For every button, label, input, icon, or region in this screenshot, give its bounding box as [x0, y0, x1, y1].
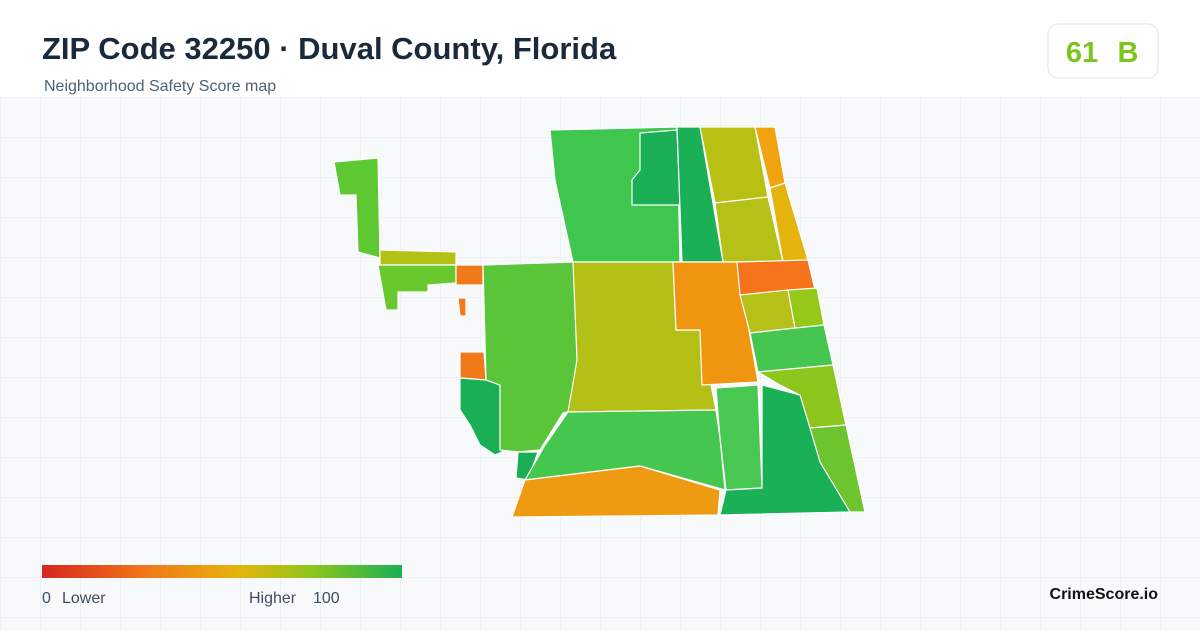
legend-max: 100 [313, 590, 340, 607]
zone [749, 324, 834, 373]
zone [379, 249, 457, 266]
zones [333, 126, 866, 518]
zone [511, 465, 721, 518]
zone [333, 157, 381, 259]
zone [455, 264, 484, 286]
score-grade: B [1118, 37, 1139, 69]
subtitle: Neighborhood Safety Score map [44, 78, 276, 95]
legend-gradient [42, 565, 402, 578]
zone [809, 424, 866, 513]
zone [739, 289, 796, 334]
header-bg [0, 0, 1200, 97]
legend-min: 0 [42, 590, 51, 607]
zone [523, 409, 726, 491]
legend-max-label: Higher [249, 590, 297, 607]
zone [719, 384, 851, 516]
score-value: 61 [1066, 37, 1098, 69]
brand: CrimeScore.io [1050, 586, 1159, 603]
zone [457, 297, 467, 317]
legend-min-label: Lower [62, 590, 106, 607]
zone [787, 287, 825, 329]
score-box [1047, 23, 1159, 79]
zone [459, 351, 487, 381]
title: ZIP Code 32250 · Duval County, Florida [42, 31, 617, 66]
